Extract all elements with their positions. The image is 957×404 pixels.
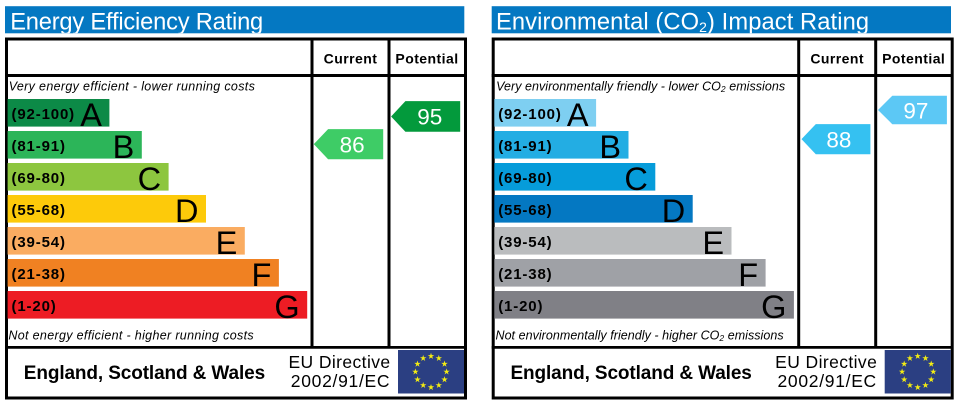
svg-text:C: C — [624, 161, 647, 197]
svg-text:(21-38): (21-38) — [498, 266, 552, 283]
svg-text:B: B — [599, 129, 621, 165]
svg-text:G: G — [761, 289, 786, 325]
svg-text:England, Scotland & Wales: England, Scotland & Wales — [24, 363, 265, 384]
svg-text:B: B — [113, 129, 135, 165]
svg-text:Environmental (CO2) Impact Rat: Environmental (CO2) Impact Rating — [496, 9, 869, 35]
svg-text:F: F — [252, 257, 272, 293]
svg-text:(81-91): (81-91) — [12, 138, 66, 155]
svg-text:(81-91): (81-91) — [498, 138, 552, 155]
svg-text:Very environmentally friendly: Very environmentally friendly - lower CO… — [496, 80, 785, 95]
svg-text:Current: Current — [324, 50, 378, 66]
svg-text:A: A — [80, 97, 102, 133]
svg-text:England, Scotland & Wales: England, Scotland & Wales — [511, 363, 752, 384]
svg-text:Current: Current — [810, 50, 864, 66]
svg-text:86: 86 — [340, 132, 365, 157]
svg-text:2002/91/EC: 2002/91/EC — [777, 371, 876, 391]
svg-text:A: A — [567, 97, 589, 133]
svg-text:D: D — [175, 193, 198, 229]
svg-text:(55-68): (55-68) — [498, 202, 552, 219]
svg-text:Energy Efficiency Rating: Energy Efficiency Rating — [10, 9, 263, 35]
svg-text:C: C — [138, 161, 161, 197]
svg-text:(92-100): (92-100) — [12, 106, 76, 123]
svg-text:(1-20): (1-20) — [12, 298, 57, 315]
svg-text:F: F — [738, 257, 758, 293]
svg-text:97: 97 — [903, 98, 928, 123]
svg-text:EU Directive: EU Directive — [288, 352, 390, 372]
svg-text:Not energy efficient - higher: Not energy efficient - higher running co… — [8, 329, 254, 343]
svg-text:D: D — [662, 193, 685, 229]
svg-text:88: 88 — [826, 127, 851, 152]
svg-text:(55-68): (55-68) — [12, 202, 66, 219]
svg-text:(69-80): (69-80) — [12, 170, 66, 187]
svg-text:(92-100): (92-100) — [498, 106, 562, 123]
svg-text:2002/91/EC: 2002/91/EC — [291, 371, 390, 391]
svg-text:Not environmentally friendly -: Not environmentally friendly - higher CO… — [496, 329, 784, 344]
svg-text:(1-20): (1-20) — [498, 298, 543, 315]
svg-text:Potential: Potential — [882, 50, 945, 66]
svg-text:EU Directive: EU Directive — [775, 352, 877, 372]
svg-text:Potential: Potential — [395, 50, 458, 66]
svg-text:E: E — [702, 225, 724, 261]
svg-text:(39-54): (39-54) — [12, 234, 66, 251]
svg-text:(69-80): (69-80) — [498, 170, 552, 187]
svg-text:95: 95 — [417, 104, 442, 129]
svg-text:G: G — [274, 289, 299, 325]
svg-text:E: E — [216, 225, 238, 261]
svg-text:(39-54): (39-54) — [498, 234, 552, 251]
svg-text:Very energy efficient - lower: Very energy efficient - lower running co… — [9, 80, 255, 94]
svg-text:(21-38): (21-38) — [12, 266, 66, 283]
